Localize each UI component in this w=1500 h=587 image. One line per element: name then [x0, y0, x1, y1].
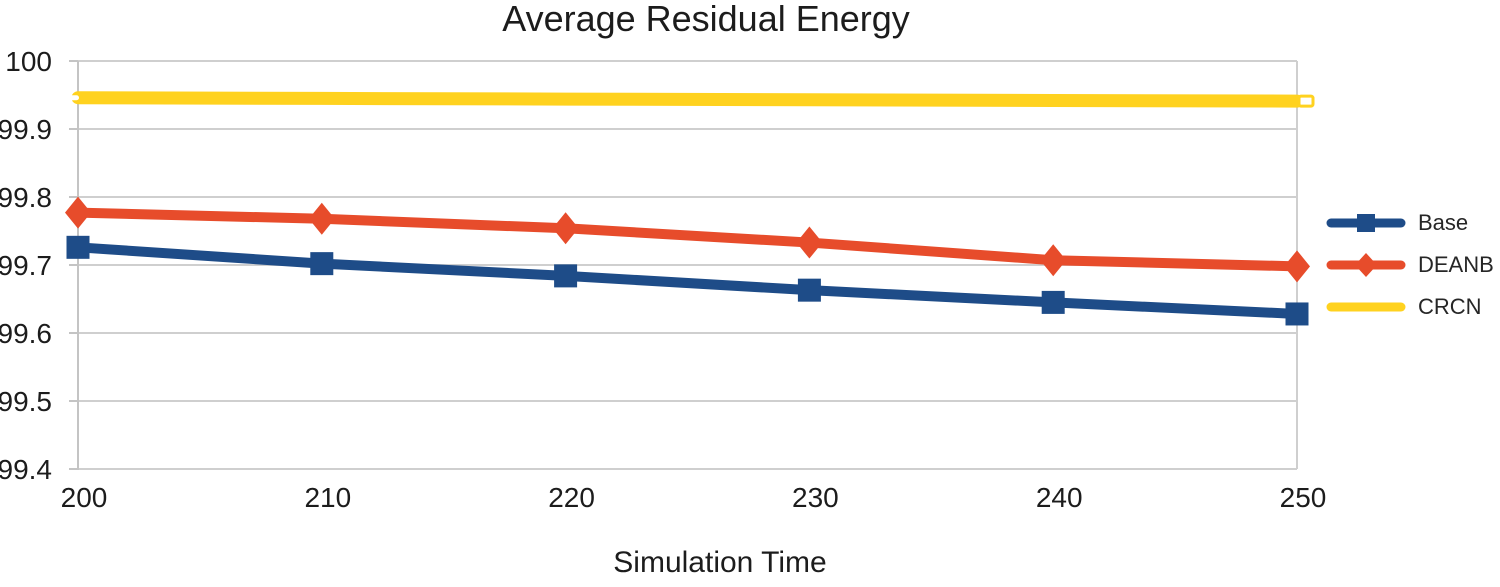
y-tick-label: 99.5: [0, 386, 52, 417]
marker-diamond-deanb: [65, 196, 91, 229]
x-axis-title: Simulation Time: [613, 546, 827, 579]
marker-square-base: [66, 235, 90, 259]
legend-item-deanb: DEANB: [1326, 248, 1494, 281]
marker-diamond-deanb: [308, 202, 335, 235]
y-tick-label: 99.6: [0, 318, 52, 349]
legend-label-base: Base: [1418, 209, 1469, 235]
y-tick-label: 99.9: [0, 114, 52, 145]
x-tick-label: 220: [548, 482, 595, 513]
series-line-deanb: [73, 207, 1302, 272]
series-line-crcn: [71, 91, 1304, 108]
y-tick-label: 99.7: [0, 250, 52, 281]
y-tick-label: 100: [5, 46, 52, 77]
x-tick-label: 250: [1280, 482, 1327, 513]
marker-diamond-deanb: [552, 212, 579, 245]
x-tick-label: 230: [792, 482, 839, 513]
marker-dash-end-crcn: [1297, 94, 1315, 108]
series-line-base: [73, 242, 1302, 319]
legend-label-deanb: DEANB: [1418, 251, 1494, 277]
legend: Base DEANB CRCN: [1326, 206, 1494, 332]
y-tick-label: 99.8: [0, 182, 52, 213]
marker-dash-start-crcn: [64, 95, 79, 101]
y-tick-label: 99.4: [0, 454, 52, 485]
legend-swatch-crcn: [1326, 302, 1406, 311]
marker-square-base: [1041, 290, 1065, 314]
legend-marker-diamond: [1355, 252, 1377, 277]
legend-item-base: Base: [1326, 206, 1494, 239]
x-tick-label: 210: [304, 482, 351, 513]
legend-marker-square: [1357, 213, 1375, 232]
marker-square-base: [310, 252, 334, 276]
x-tick-label: 240: [1036, 482, 1083, 513]
legend-label-crcn: CRCN: [1418, 293, 1482, 319]
x-tick-label: 200: [61, 482, 108, 513]
legend-swatch-base: [1326, 213, 1406, 232]
legend-swatch-deanb: [1326, 252, 1406, 277]
legend-item-crcn: CRCN: [1326, 290, 1494, 323]
marker-diamond-deanb: [1284, 250, 1310, 283]
chart-title: Average Residual Energy: [502, 0, 910, 39]
marker-square-base: [1285, 302, 1309, 326]
marker-square-base: [797, 278, 821, 302]
marker-square-base: [554, 264, 578, 288]
marker-diamond-deanb: [796, 226, 823, 259]
marker-diamond-deanb: [1040, 244, 1067, 277]
